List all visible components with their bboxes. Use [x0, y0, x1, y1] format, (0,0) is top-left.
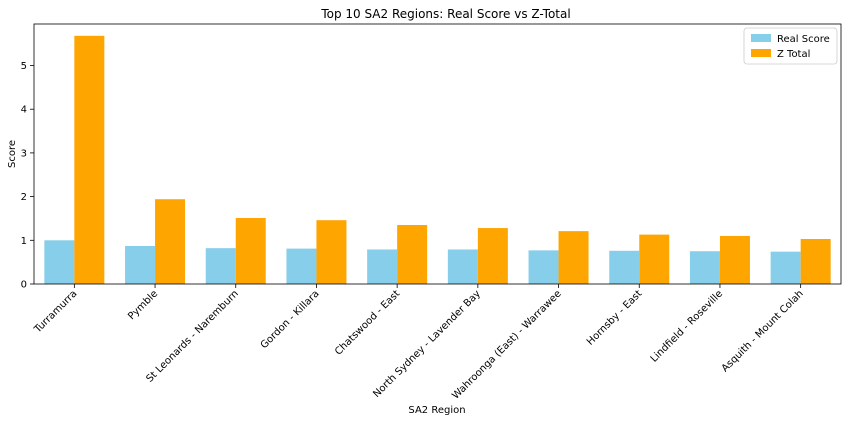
x-tick-label: Gordon - Killara: [259, 288, 322, 351]
real-score-bar: [125, 245, 156, 284]
legend-swatch: [751, 34, 771, 42]
plot-frame: [33, 23, 842, 285]
real-score-bar: [447, 249, 478, 284]
x-tick-label: Hornsby - East: [585, 288, 644, 347]
legend-label: Z Total: [777, 49, 810, 60]
x-tick-label: Chatswood - East: [333, 288, 402, 357]
real-score-bar: [367, 249, 398, 284]
x-tick-label: St Leonards - Naremburn: [144, 288, 240, 384]
z-total-bar: [719, 235, 750, 284]
z-total-bar: [397, 225, 428, 284]
z-total-bar: [639, 234, 670, 284]
y-tick-label: 1: [21, 236, 27, 247]
bars-layer: [44, 35, 831, 284]
legend-swatch: [751, 49, 771, 57]
z-total-bar: [74, 35, 105, 284]
y-tick-label: 4: [21, 105, 27, 116]
z-total-bar: [477, 228, 508, 284]
real-score-bar: [205, 248, 236, 284]
x-tick-label: Pymble: [126, 288, 160, 322]
real-score-bar: [44, 240, 75, 284]
real-score-bar: [528, 250, 559, 284]
x-tick-label: Turramurra: [32, 288, 80, 336]
y-axis-label: Score: [7, 140, 18, 168]
x-tick-label: Asquith - Mount Colah: [720, 288, 806, 374]
real-score-bar: [770, 251, 801, 284]
y-tick-label: 5: [21, 61, 27, 72]
y-tick-label: 2: [21, 192, 27, 203]
real-score-bar: [286, 248, 317, 284]
y-axis: 0 1 2 3 4 5: [21, 61, 34, 291]
real-score-bar: [689, 251, 720, 284]
z-total-bar: [155, 199, 186, 284]
z-total-bar: [800, 238, 831, 284]
z-total-bar: [235, 218, 266, 284]
legend-label: Real Score: [777, 34, 830, 45]
y-tick-label: 3: [21, 148, 27, 159]
z-total-bar: [316, 220, 347, 284]
x-axis-label: SA2 Region: [408, 405, 465, 416]
y-tick-label: 0: [21, 280, 27, 291]
x-tick-label: Lindfield - Roseville: [649, 288, 725, 364]
legend: Real Score Z Total: [743, 27, 838, 65]
z-total-bar: [558, 231, 589, 284]
real-score-bar: [609, 250, 640, 284]
chart-title: Top 10 SA2 Regions: Real Score vs Z-Tota…: [320, 7, 570, 21]
